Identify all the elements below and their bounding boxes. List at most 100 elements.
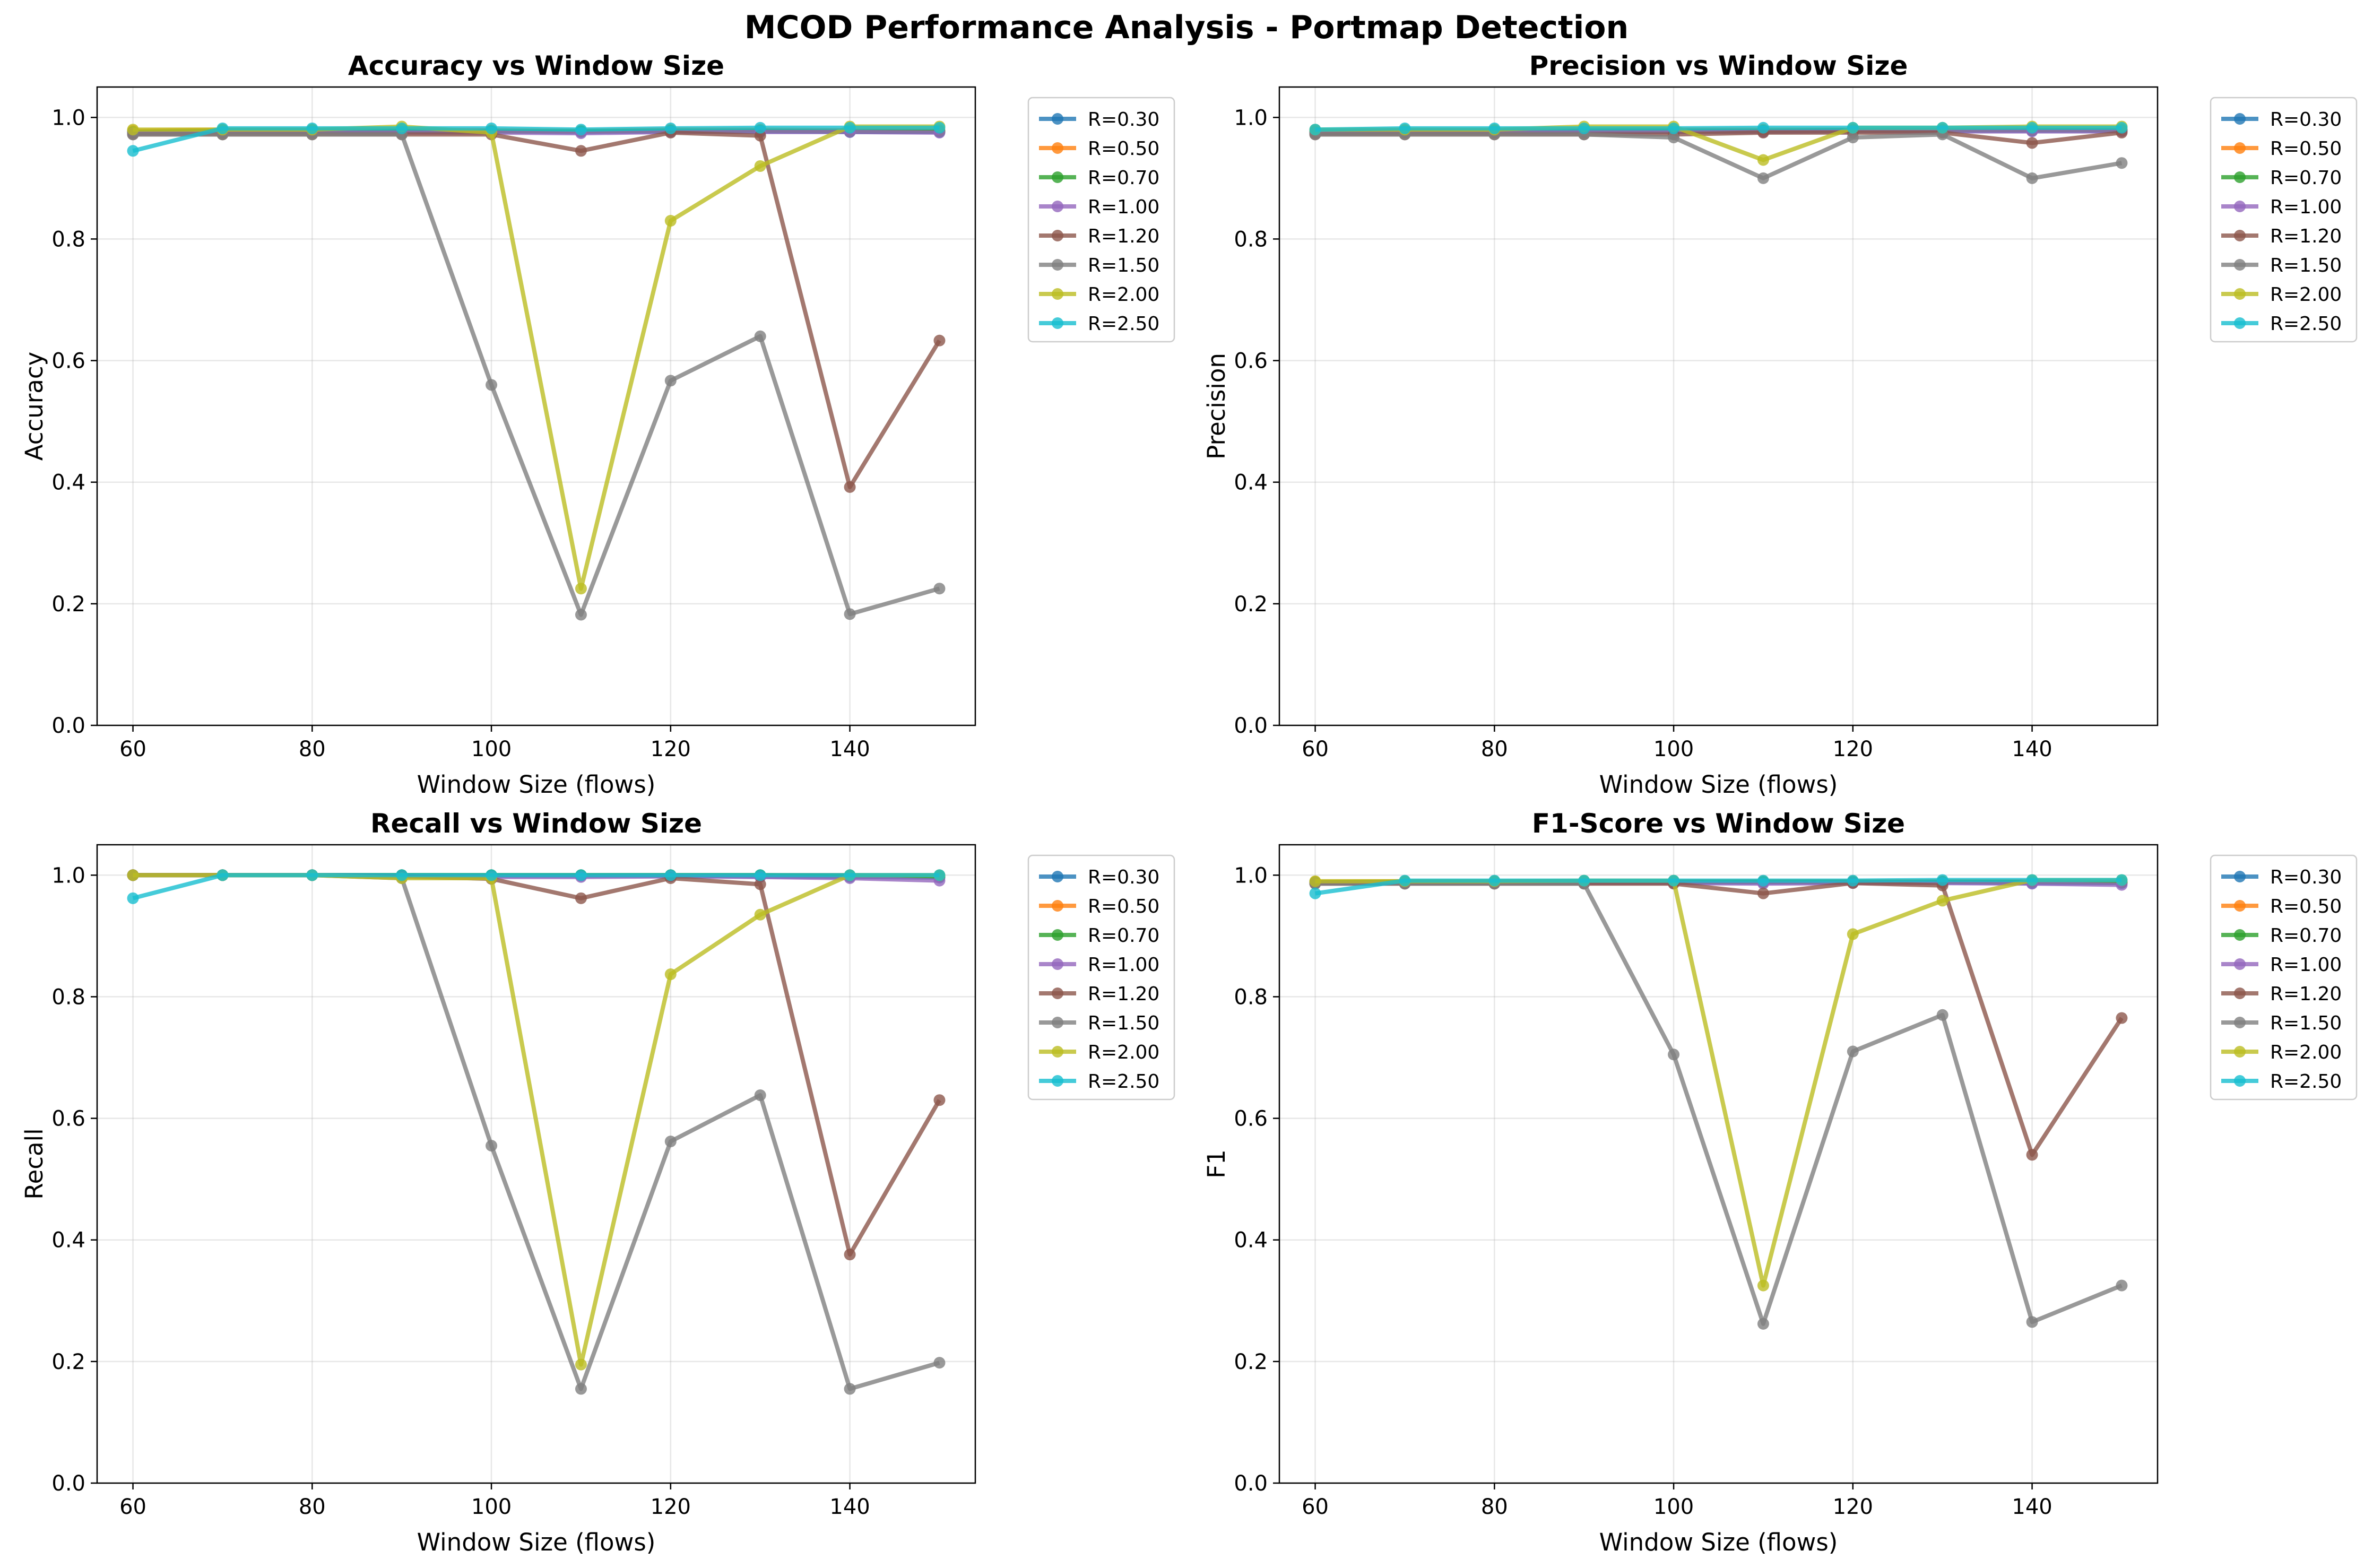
data-point — [1757, 1318, 1769, 1330]
legend-label: R=1.50 — [1088, 255, 1159, 276]
data-point — [1847, 132, 1859, 144]
series-r-1-50 — [1309, 878, 2128, 1330]
series-line — [132, 873, 940, 900]
legend-swatch-marker — [2234, 871, 2246, 882]
data-point — [2026, 1149, 2038, 1161]
data-point — [844, 1383, 856, 1395]
data-point — [754, 869, 766, 881]
legend-label: R=0.50 — [2270, 138, 2342, 160]
y-tick-label: 0.0 — [51, 714, 85, 738]
x-tick-label: 120 — [1833, 1495, 1873, 1519]
data-point — [2026, 122, 2038, 134]
legend-swatch-marker — [1052, 142, 1063, 154]
x-tick-label: 120 — [651, 737, 691, 761]
legend-label: R=1.20 — [2270, 983, 2342, 1005]
x-tick-label: 140 — [829, 737, 870, 761]
data-point — [933, 869, 946, 881]
data-point — [1757, 874, 1769, 887]
legend-swatch-marker — [2234, 958, 2246, 970]
legend-label: R=2.00 — [2270, 284, 2342, 306]
x-tick-label: 100 — [1653, 737, 1694, 761]
x-tick-label: 60 — [1302, 737, 1329, 761]
legend-box — [2210, 97, 2358, 343]
axes-title: Precision vs Window Size — [1529, 50, 1908, 81]
legend-label: R=2.00 — [1088, 1042, 1159, 1063]
data-point — [1488, 874, 1501, 887]
y-tick-label: 0.2 — [51, 1350, 85, 1374]
data-point — [664, 1136, 677, 1148]
data-point — [575, 124, 587, 136]
data-point — [1668, 1049, 1680, 1061]
series-line — [1315, 881, 2123, 1326]
legend-swatch-marker — [2234, 230, 2246, 241]
legend-swatch-marker — [2234, 1075, 2246, 1087]
y-tick-label: 0.6 — [51, 1107, 85, 1131]
series-line — [1315, 125, 2122, 132]
y-tick-label: 0.8 — [1234, 985, 1268, 1009]
data-point — [933, 122, 946, 134]
data-point — [2116, 1279, 2128, 1292]
data-point — [1936, 874, 1948, 886]
x-tick-label: 80 — [299, 737, 326, 761]
data-point — [1668, 874, 1680, 887]
data-point — [754, 1089, 766, 1102]
legend-label: R=1.50 — [2270, 1012, 2342, 1034]
legend-box — [1027, 854, 1175, 1101]
data-point — [1847, 874, 1859, 887]
legend-label: R=2.50 — [1088, 1071, 1159, 1093]
legend: R=0.30 R=0.50 R=0.70 R=1.00 R=1.20 R=1.50 R=2.… — [2210, 854, 2358, 1101]
legend-label: R=0.70 — [2270, 167, 2342, 189]
x-tick-label: 60 — [1302, 1495, 1329, 1519]
data-point — [2026, 1316, 2038, 1328]
data-point — [486, 122, 498, 134]
series-r-2-50 — [127, 122, 946, 157]
legend-swatch-marker — [1052, 958, 1063, 970]
legend-label: R=1.00 — [1088, 196, 1159, 218]
legend-label: R=0.30 — [1088, 109, 1159, 131]
data-point — [306, 869, 318, 881]
legend-swatch-marker — [2234, 987, 2246, 999]
y-axis-label: Recall — [20, 1128, 48, 1199]
legend-swatch-marker — [1052, 288, 1063, 300]
data-point — [216, 122, 229, 134]
y-tick-label: 0.2 — [51, 592, 85, 617]
data-point — [754, 908, 766, 921]
data-point — [396, 122, 408, 134]
y-tick-label: 0.2 — [1234, 592, 1268, 617]
legend-label: R=2.50 — [1088, 313, 1159, 335]
data-point — [1578, 874, 1590, 887]
series-line — [1315, 132, 2123, 180]
data-point — [754, 122, 766, 134]
data-point — [1757, 154, 1769, 166]
data-point — [575, 1383, 587, 1395]
axes-title: F1-Score vs Window Size — [1532, 808, 1905, 839]
legend-label: R=2.50 — [2270, 313, 2342, 335]
data-point — [575, 892, 587, 904]
data-point — [844, 122, 856, 134]
data-point — [664, 375, 677, 387]
series-r-2-50 — [1309, 122, 2128, 136]
data-point — [1399, 874, 1411, 887]
data-point — [216, 869, 229, 881]
legend-label: R=0.50 — [2270, 896, 2342, 917]
data-point — [1578, 122, 1590, 134]
legend-label: R=1.50 — [2270, 255, 2342, 276]
legend-swatch-marker — [1052, 1046, 1063, 1058]
y-tick-label: 0.4 — [51, 1228, 85, 1253]
x-tick-label: 120 — [1833, 737, 1873, 761]
axes-title: Recall vs Window Size — [370, 808, 702, 839]
legend-swatch-marker — [2234, 900, 2246, 912]
y-tick-label: 0.2 — [1234, 1350, 1268, 1374]
legend-label: R=1.20 — [1088, 983, 1159, 1005]
legend-label: R=0.30 — [2270, 867, 2342, 888]
data-point — [2116, 1012, 2128, 1024]
series-r-2-50 — [127, 869, 946, 904]
data-point — [2026, 137, 2038, 149]
data-point — [844, 869, 856, 881]
figure-title: MCOD Performance Analysis - Portmap Dete… — [744, 9, 1629, 46]
data-point — [2026, 874, 2038, 886]
data-point — [754, 878, 766, 890]
x-tick-label: 100 — [471, 1495, 512, 1519]
